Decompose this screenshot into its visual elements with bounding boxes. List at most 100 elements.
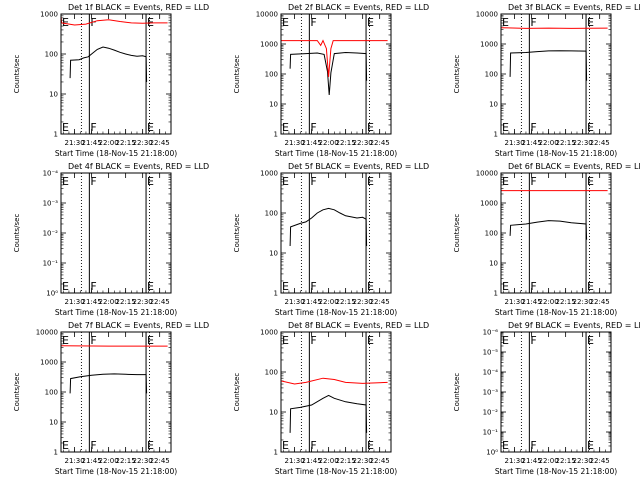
marker-label-top: E bbox=[147, 175, 154, 188]
y-tick-label: 10⁻¹ bbox=[43, 260, 59, 268]
x-tick-label: 22:15 bbox=[116, 457, 136, 465]
x-axis-label: Start Time (18-Nov-15 21:18:00) bbox=[495, 308, 617, 317]
marker-label-top: E bbox=[587, 175, 594, 188]
marker-label-top: E bbox=[62, 175, 69, 188]
x-tick-label: 22:30 bbox=[353, 457, 373, 465]
series-lld-red bbox=[60, 15, 168, 26]
panel-title: Det 8f BLACK = Events, RED = LLD bbox=[288, 321, 429, 330]
x-tick-label: 22:00 bbox=[99, 139, 119, 147]
y-tick-label: 100 bbox=[265, 210, 278, 218]
x-axis-label: Start Time (18-Nov-15 21:18:00) bbox=[495, 467, 617, 476]
y-tick-label: 10 bbox=[269, 250, 278, 258]
x-tick-label: 22:30 bbox=[353, 139, 373, 147]
y-tick-label: 1 bbox=[54, 131, 58, 139]
marker-label-top: F bbox=[530, 175, 536, 188]
x-tick-label: 22:00 bbox=[319, 457, 339, 465]
y-tick-label: 10 bbox=[49, 419, 58, 427]
y-tick-label: 10⁻⁴ bbox=[43, 170, 59, 178]
y-tick-label: 100 bbox=[485, 71, 498, 79]
panel-det-5f: Det 5f BLACK = Events, RED = LLD Counts/s… bbox=[233, 162, 429, 317]
marker-label-bottom: E bbox=[367, 439, 374, 452]
x-tick-label: 22:45 bbox=[370, 298, 390, 306]
marker-label-bottom: E bbox=[62, 280, 69, 293]
marker-label-bottom: F bbox=[530, 121, 536, 134]
x-tick-label: 21:45 bbox=[302, 457, 322, 465]
panel-det-8f: Det 8f BLACK = Events, RED = LLD Counts/s… bbox=[233, 321, 429, 476]
marker-label-bottom: F bbox=[310, 439, 316, 452]
x-tick-label: 22:15 bbox=[116, 139, 136, 147]
marker-label-bottom: E bbox=[147, 121, 154, 134]
x-tick-label: 21:30 bbox=[285, 139, 305, 147]
y-tick-label: 1 bbox=[274, 290, 278, 298]
marker-label-top: E bbox=[147, 334, 154, 347]
marker-label-bottom: F bbox=[310, 280, 316, 293]
y-tick-label: 10000 bbox=[476, 170, 498, 178]
series-events-black bbox=[509, 50, 588, 81]
marker-label-top: E bbox=[282, 16, 289, 29]
x-tick-label: 22:15 bbox=[116, 298, 136, 306]
marker-label-top: F bbox=[90, 16, 96, 29]
marker-label-bottom: E bbox=[147, 280, 154, 293]
marker-label-bottom: F bbox=[90, 439, 96, 452]
marker-label-bottom: E bbox=[587, 280, 594, 293]
marker-label-top: E bbox=[62, 16, 69, 29]
panel-title: Det 2f BLACK = Events, RED = LLD bbox=[288, 3, 429, 12]
marker-label-top: E bbox=[587, 16, 594, 29]
marker-label-top: F bbox=[90, 175, 96, 188]
marker-label-top: E bbox=[282, 175, 289, 188]
y-tick-label: 1000 bbox=[480, 41, 498, 49]
y-tick-label: 100 bbox=[265, 369, 278, 377]
x-tick-label: 22:30 bbox=[133, 139, 153, 147]
x-axis-label: Start Time (18-Nov-15 21:18:00) bbox=[55, 467, 177, 476]
series-events-black bbox=[289, 394, 368, 433]
y-axis-label: Counts/sec bbox=[13, 214, 21, 253]
x-tick-label: 21:45 bbox=[82, 139, 102, 147]
panel-title: Det 5f BLACK = Events, RED = LLD bbox=[288, 162, 429, 171]
marker-label-bottom: E bbox=[502, 121, 509, 134]
y-axis-label: Counts/sec bbox=[233, 373, 241, 412]
x-tick-label: 22:00 bbox=[539, 457, 559, 465]
plot-frame bbox=[280, 172, 392, 294]
x-tick-label: 22:45 bbox=[370, 139, 390, 147]
series-events-black bbox=[69, 46, 148, 83]
x-tick-label: 21:45 bbox=[82, 457, 102, 465]
panel-det-4f: Det 4f BLACK = Events, RED = LLD Counts/s… bbox=[13, 162, 209, 317]
marker-label-bottom: E bbox=[587, 121, 594, 134]
x-axis-label: Start Time (18-Nov-15 21:18:00) bbox=[55, 308, 177, 317]
marker-label-bottom: E bbox=[62, 439, 69, 452]
x-axis-label: Start Time (18-Nov-15 21:18:00) bbox=[275, 467, 397, 476]
series-lld-red bbox=[500, 27, 608, 29]
x-tick-label: 21:45 bbox=[522, 139, 542, 147]
plot-frame bbox=[60, 13, 172, 135]
x-tick-label: 21:30 bbox=[505, 139, 525, 147]
y-tick-label: 1000 bbox=[480, 200, 498, 208]
y-tick-label: 1000 bbox=[40, 359, 58, 367]
x-tick-label: 21:30 bbox=[285, 457, 305, 465]
y-tick-label: 1000 bbox=[40, 11, 58, 19]
y-tick-label: 1000 bbox=[260, 170, 278, 178]
panel-det-1f: Det 1f BLACK = Events, RED = LLD Counts/s… bbox=[13, 3, 209, 158]
x-tick-label: 21:30 bbox=[285, 298, 305, 306]
marker-label-top: E bbox=[502, 175, 509, 188]
marker-label-top: E bbox=[367, 16, 374, 29]
marker-label-top: F bbox=[90, 334, 96, 347]
series-lld-red bbox=[280, 377, 388, 385]
y-tick-label: 100 bbox=[485, 230, 498, 238]
plot-frame bbox=[60, 172, 172, 294]
y-tick-label: 1000 bbox=[260, 329, 278, 337]
marker-label-top: E bbox=[587, 334, 594, 347]
y-tick-label: 100 bbox=[265, 71, 278, 79]
panel-title: Det 9f BLACK = Events, RED = LLD bbox=[508, 321, 640, 330]
panel-det-3f: Det 3f BLACK = Events, RED = LLD Counts/s… bbox=[453, 3, 640, 158]
x-tick-label: 22:30 bbox=[573, 298, 593, 306]
series-events-black bbox=[509, 220, 588, 240]
x-axis-label: Start Time (18-Nov-15 21:18:00) bbox=[275, 308, 397, 317]
x-tick-label: 22:45 bbox=[150, 298, 170, 306]
y-tick-label: 1 bbox=[54, 449, 58, 457]
y-tick-label: 10000 bbox=[256, 11, 278, 19]
x-tick-label: 21:30 bbox=[505, 457, 525, 465]
x-tick-label: 22:45 bbox=[150, 139, 170, 147]
panel-title: Det 1f BLACK = Events, RED = LLD bbox=[68, 3, 209, 12]
plot-frame bbox=[60, 331, 172, 453]
y-tick-label: 10 bbox=[489, 101, 498, 109]
